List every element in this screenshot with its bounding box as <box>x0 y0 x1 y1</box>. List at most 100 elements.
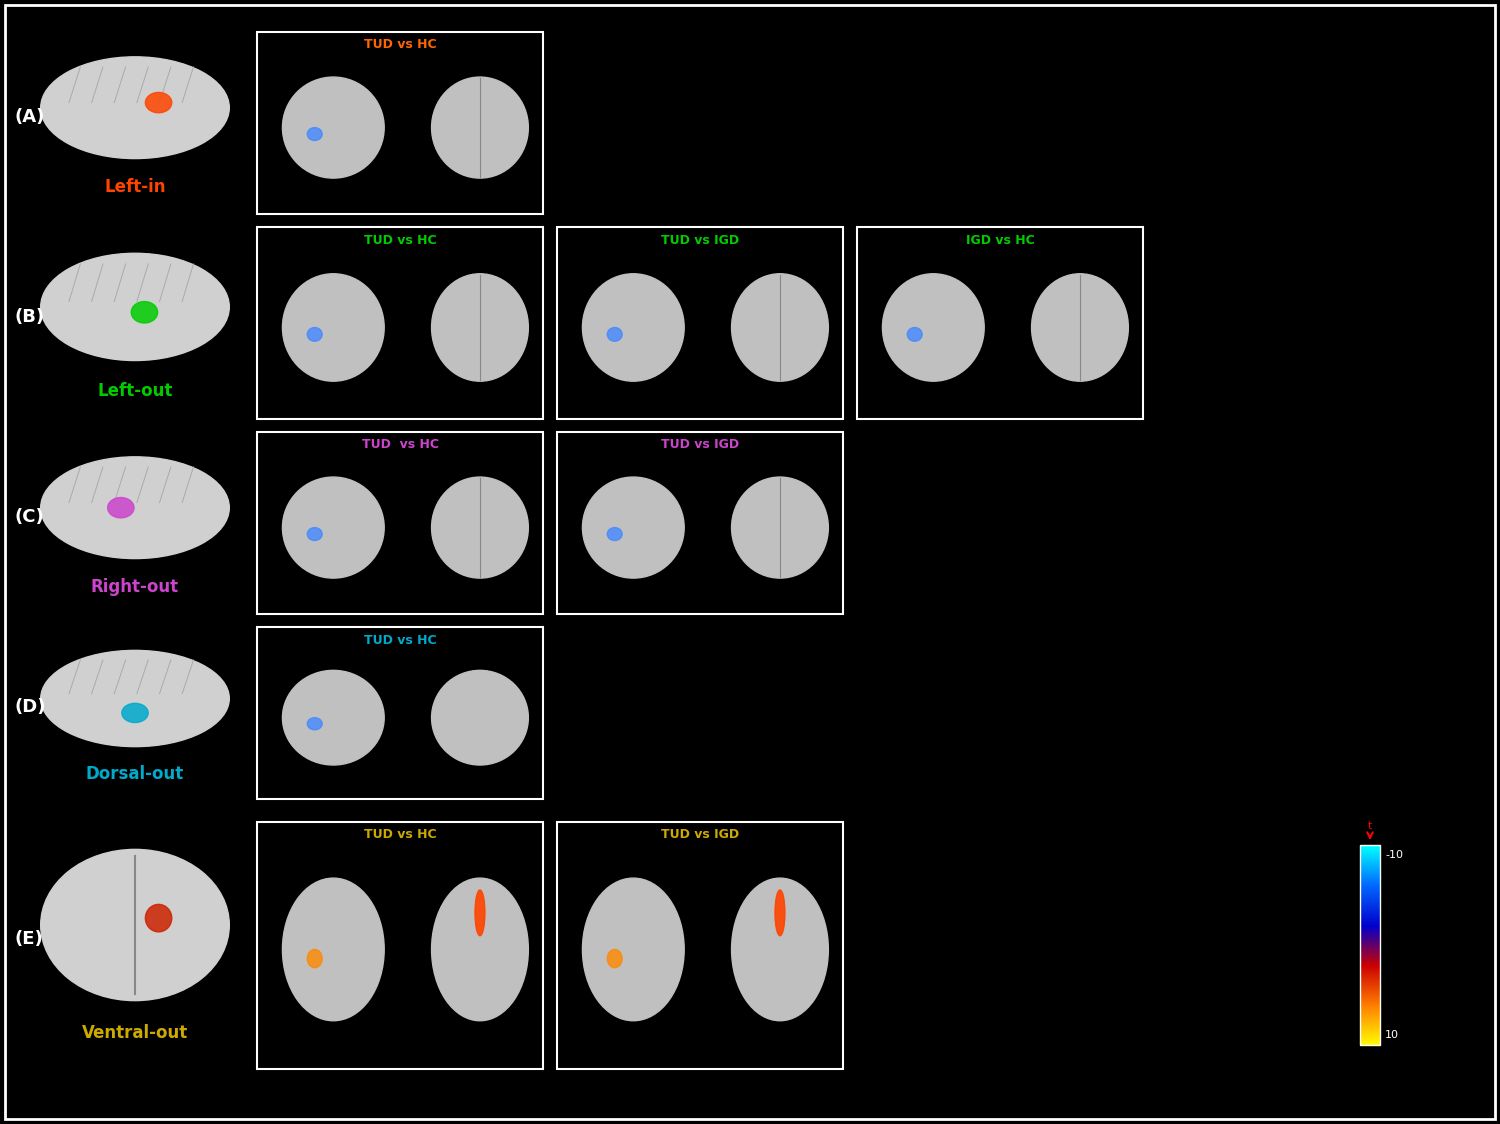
Bar <box>1360 1009 1380 1012</box>
Bar <box>1360 935 1380 937</box>
Bar <box>256 822 543 1069</box>
Bar <box>556 822 843 1069</box>
Bar <box>1360 1019 1380 1022</box>
Ellipse shape <box>308 527 322 541</box>
Bar <box>1360 955 1380 958</box>
Bar <box>1360 867 1380 870</box>
Bar <box>1360 1025 1380 1027</box>
Bar <box>1360 959 1380 961</box>
Bar <box>1360 991 1380 994</box>
Ellipse shape <box>732 274 828 381</box>
Bar <box>856 227 1143 419</box>
Ellipse shape <box>282 878 384 1021</box>
Bar <box>1360 859 1380 861</box>
Bar <box>1360 1031 1380 1033</box>
Bar <box>1360 1033 1380 1035</box>
Text: Dorsal-out: Dorsal-out <box>86 764 184 782</box>
Bar <box>1360 927 1380 930</box>
Bar <box>1360 917 1380 919</box>
Bar <box>1360 992 1380 996</box>
Bar <box>1360 933 1380 935</box>
Text: IGD vs HC: IGD vs HC <box>966 234 1035 246</box>
Bar <box>256 432 543 614</box>
Bar <box>1360 981 1380 984</box>
Bar <box>1360 847 1380 850</box>
Bar <box>1360 971 1380 973</box>
Bar <box>1360 909 1380 912</box>
Ellipse shape <box>732 878 828 1021</box>
Bar <box>1360 899 1380 901</box>
Bar <box>1360 1027 1380 1030</box>
Ellipse shape <box>582 274 684 381</box>
Bar <box>1360 856 1380 860</box>
Bar <box>1360 953 1380 955</box>
Bar <box>1360 1017 1380 1019</box>
Bar <box>256 227 543 419</box>
Bar <box>1360 865 1380 868</box>
Ellipse shape <box>582 477 684 578</box>
Bar <box>1360 889 1380 891</box>
Ellipse shape <box>108 498 134 518</box>
Text: -10: -10 <box>1384 850 1402 860</box>
Ellipse shape <box>282 78 384 178</box>
Text: Left-in: Left-in <box>104 179 165 197</box>
Bar <box>1360 883 1380 886</box>
Text: (E): (E) <box>15 930 44 948</box>
Ellipse shape <box>308 718 322 729</box>
Bar <box>1360 881 1380 883</box>
Bar <box>1360 943 1380 945</box>
Bar <box>1360 967 1380 970</box>
Bar <box>1360 915 1380 917</box>
Ellipse shape <box>40 57 230 158</box>
Ellipse shape <box>776 890 784 935</box>
Bar <box>1360 1023 1380 1025</box>
Bar <box>1360 961 1380 963</box>
Text: Left-out: Left-out <box>98 382 172 400</box>
Bar <box>1360 987 1380 989</box>
Text: (B): (B) <box>15 308 45 326</box>
Bar <box>1360 910 1380 914</box>
Bar <box>1360 966 1380 968</box>
Text: TUD vs IGD: TUD vs IGD <box>662 234 740 246</box>
Bar <box>1360 951 1380 953</box>
Bar <box>1360 903 1380 906</box>
Bar <box>1360 977 1380 979</box>
Bar <box>1360 901 1380 904</box>
Bar <box>1360 948 1380 950</box>
Bar <box>1360 907 1380 909</box>
Ellipse shape <box>432 878 528 1021</box>
Bar <box>1360 1015 1380 1017</box>
Bar <box>1360 939 1380 942</box>
Bar <box>1360 949 1380 952</box>
Ellipse shape <box>476 890 484 935</box>
Bar <box>256 31 543 214</box>
Ellipse shape <box>40 651 230 746</box>
Bar <box>1360 995 1380 997</box>
Bar <box>1360 905 1380 907</box>
Text: 10: 10 <box>1384 1030 1400 1040</box>
Text: TUD vs IGD: TUD vs IGD <box>662 828 740 842</box>
Ellipse shape <box>1032 274 1128 381</box>
Bar <box>556 227 843 419</box>
Bar <box>1360 1010 1380 1014</box>
Ellipse shape <box>146 905 172 932</box>
Ellipse shape <box>882 274 984 381</box>
Ellipse shape <box>908 327 922 342</box>
Ellipse shape <box>40 456 230 559</box>
Bar <box>1360 1037 1380 1040</box>
Bar <box>1360 873 1380 876</box>
Bar <box>1360 849 1380 852</box>
Bar <box>556 822 843 1069</box>
Bar <box>256 432 543 614</box>
Text: Right-out: Right-out <box>92 578 178 596</box>
Ellipse shape <box>146 92 172 112</box>
Bar <box>1360 877 1380 879</box>
Bar <box>1360 941 1380 943</box>
Ellipse shape <box>608 527 622 541</box>
Bar <box>1360 871 1380 873</box>
Bar <box>1360 869 1380 871</box>
Bar <box>1360 1043 1380 1045</box>
Ellipse shape <box>608 327 622 342</box>
Bar <box>1360 879 1380 881</box>
Text: (D): (D) <box>15 698 46 716</box>
